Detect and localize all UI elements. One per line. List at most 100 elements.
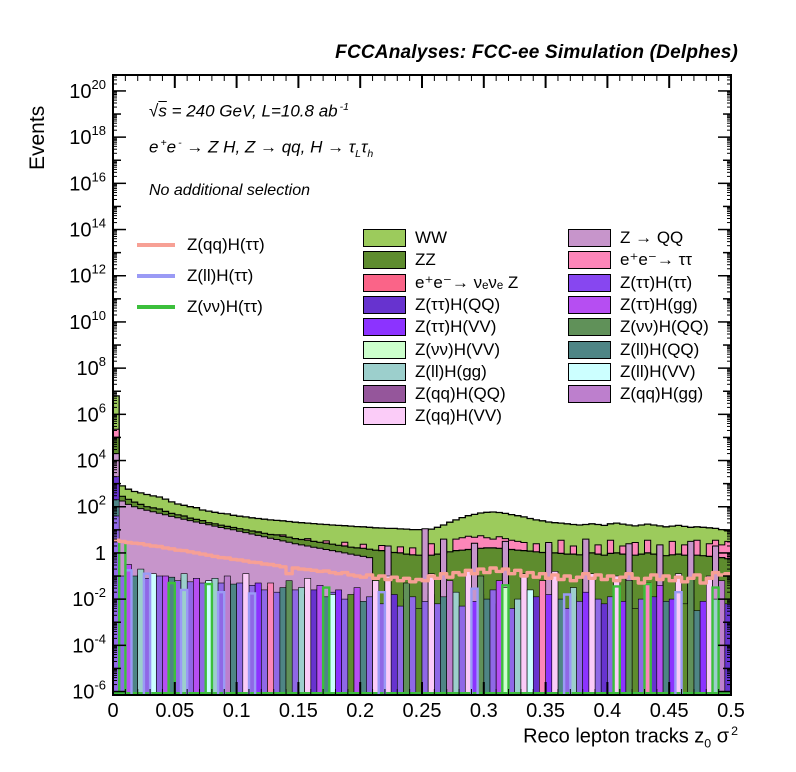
legend-color-swatch (568, 273, 611, 292)
blue-signal-spike (470, 587, 479, 694)
histogram-bar (279, 587, 287, 695)
blue-signal-spike (247, 592, 257, 694)
blue-signal-spike (142, 572, 152, 694)
sqrt-sign: √ (149, 101, 159, 121)
legend-item: Z(ll)H(QQ) (568, 340, 699, 360)
green-signal-spike (321, 586, 331, 694)
legend-color-swatch (568, 340, 611, 359)
histogram-bar (421, 601, 429, 695)
x-tick-label: 0.4 (593, 700, 621, 722)
x-tick-label: 0.05 (155, 700, 194, 722)
green-signal-spike (643, 582, 652, 694)
legend-item: e⁺e⁻→ νₑνₑ Z (363, 273, 518, 293)
y-tick-label: 10-4 (72, 631, 106, 657)
sqrt-s: s (158, 101, 167, 121)
histogram-bar (396, 605, 404, 695)
green-signal-spike (501, 584, 510, 694)
histogram-bar (359, 601, 367, 695)
y-tick-label: 1012 (69, 262, 106, 288)
legend-item: Z(ττ)H(ττ) (568, 273, 692, 293)
legend-item-label: ZZ (415, 250, 436, 270)
legend-color-swatch (568, 251, 611, 270)
histogram-bar (260, 589, 268, 695)
histogram-bar (440, 596, 447, 695)
legend-item: WW (363, 228, 447, 248)
annotation-selection: No additional selection (149, 182, 310, 199)
legend-item-label: Z(ττ)H(gg) (620, 294, 698, 314)
legend-item-label: e⁺e⁻→ νₑνₑ Z (415, 272, 519, 292)
process-text: e (149, 137, 159, 157)
process-text: e (166, 137, 177, 157)
histogram-bar (427, 573, 435, 695)
histogram-bar (693, 610, 701, 695)
histogram-bar (582, 591, 590, 695)
legend-item-label: WW (415, 228, 448, 247)
histogram-bar (526, 589, 534, 695)
legend-item: Z(qq)H(QQ) (363, 384, 506, 404)
y-tick-label: 1018 (69, 123, 106, 149)
legend-color-swatch (363, 295, 406, 314)
legend-item-label: Z → QQ (620, 228, 684, 247)
y-tick-label: 10-6 (72, 678, 106, 704)
histogram-bar (291, 589, 299, 695)
salmon-signal-line (113, 538, 731, 585)
histogram-bar (156, 575, 163, 695)
histogram-bar (588, 573, 596, 695)
legend-color-swatch (363, 407, 406, 426)
legend-item-label: Z(qq)H(VV) (415, 406, 502, 426)
y-tick-label: 1020 (69, 77, 106, 103)
blue-signal-spike (216, 591, 226, 694)
histogram-bar (576, 601, 583, 695)
y-axis-title: Events (26, 105, 49, 170)
histogram-bar (631, 608, 639, 695)
legend-item: e⁺e⁻→ ττ (568, 250, 692, 270)
process-text: → Z H, Z → qq, H → τ (181, 137, 356, 157)
histogram-bar (341, 598, 349, 695)
histogram-bar (625, 580, 633, 695)
green-signal-spike (711, 586, 720, 694)
legend-item: Z(qq)H(gg) (568, 384, 703, 404)
legend-line-swatch (137, 243, 175, 247)
legend-item: Z(qq)H(VV) (363, 406, 502, 426)
x-axis-title-sigma: σ (711, 725, 730, 748)
legend-item: Z(ll)H(gg) (363, 362, 487, 382)
y-tick-label: 1016 (69, 169, 106, 195)
histogram-bar (310, 589, 318, 695)
legend-item: Z(qq)H(ττ) (137, 235, 265, 255)
x-tick-label: 0.3 (470, 700, 498, 722)
histogram-bar (403, 582, 410, 695)
legend-item-label: Z(ll)H(ττ) (187, 266, 254, 285)
legend-color-swatch (568, 385, 611, 404)
legend-item: Z(νν)H(QQ) (568, 317, 709, 337)
histogram-bar (656, 584, 664, 695)
legend-line-swatch (137, 274, 175, 278)
histogram-bar (532, 596, 540, 695)
legend-item-label: Z(νν)H(QQ) (620, 317, 709, 337)
x-tick-label: 0.2 (346, 700, 374, 722)
legend-item: Z(ττ)H(QQ) (363, 295, 500, 315)
histogram-bar (483, 598, 491, 695)
histogram-bar (409, 596, 417, 695)
legend-color-swatch (568, 362, 611, 381)
histogram-bar (366, 596, 373, 695)
histogram-bar (545, 594, 553, 695)
legend-item-label: Z(qq)H(QQ) (415, 384, 506, 404)
x-axis-title-sup2: 2 (731, 724, 738, 738)
legend-color-swatch (568, 295, 611, 314)
x-tick-label: 0.1 (223, 700, 251, 722)
legend-item: Z(νν)H(ττ) (137, 297, 263, 317)
histogram-bar (273, 591, 281, 695)
legend-item: Z(ττ)H(gg) (568, 295, 698, 315)
x-tick-label: 0.25 (403, 700, 442, 722)
histogram-bar (458, 605, 466, 695)
process-sub-h: h (367, 148, 374, 161)
legend-color-swatch (363, 273, 406, 292)
histogram-bar (304, 577, 312, 695)
histogram-bar (285, 580, 293, 695)
legend-item-label: Z(ττ)H(VV) (415, 317, 497, 337)
legend-color-swatch (363, 318, 406, 337)
legend-color-swatch (363, 229, 406, 247)
plot-title: FCCAnalyses: FCC-ee Simulation (Delphes) (335, 42, 738, 63)
